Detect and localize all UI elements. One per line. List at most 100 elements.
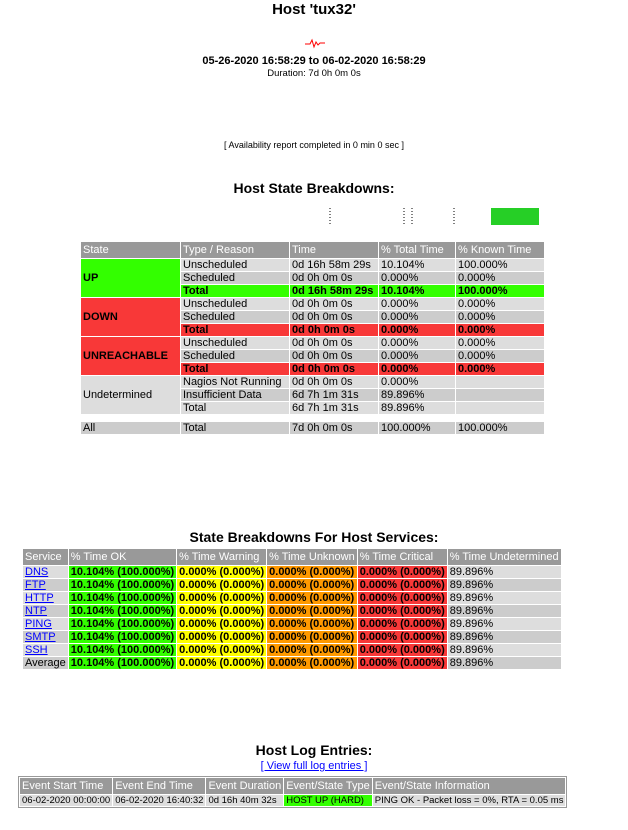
table-cell: HOST UP (HARD): [284, 795, 372, 806]
table-cell: 0.000% (0.000%): [267, 605, 357, 617]
table-cell: 0.000%: [379, 337, 455, 349]
table-cell: 06-02-2020 16:40:32: [113, 795, 206, 806]
report-duration: Duration: 7d 0h 0m 0s: [267, 68, 361, 79]
table-cell: 0d 0h 0m 0s: [290, 376, 378, 388]
table-cell: FTP: [23, 579, 68, 591]
table-cell: [456, 376, 544, 388]
table-cell: 10.104% (100.000%): [68, 657, 177, 669]
table-cell: 89.896%: [447, 631, 561, 643]
table-cell: 10.104% (100.000%): [68, 579, 177, 591]
column-header: % Time Unknown: [267, 549, 357, 565]
table-cell: 0.000%: [456, 363, 544, 375]
table-cell: 0.000% (0.000%): [267, 618, 357, 630]
table-cell: 0.000%: [379, 298, 455, 310]
table-cell: 0.000% (0.000%): [357, 566, 447, 578]
table-cell: 0d 16h 58m 29s: [290, 259, 378, 271]
table-cell: Unscheduled: [181, 298, 289, 310]
table-cell: Average: [23, 657, 68, 669]
table-cell: SSH: [23, 644, 68, 656]
table-cell: 89.896%: [447, 657, 561, 669]
services-table: Service % Time OK % Time Warning % Time …: [22, 548, 562, 670]
table-cell: 0.000% (0.000%): [177, 618, 267, 630]
table-cell: 0.000% (0.000%): [357, 592, 447, 604]
log-row: 06-02-2020 00:00:00 06-02-2020 16:40:32 …: [20, 795, 566, 806]
table-cell: 0.000%: [456, 272, 544, 284]
state-unreachable: UNREACHABLE: [81, 337, 180, 375]
table-cell: 0.000%: [456, 337, 544, 349]
log-heading: Host Log Entries:: [255, 742, 373, 758]
average-row: Average 10.104% (100.000%) 0.000% (0.000…: [23, 657, 561, 669]
table-cell: 0.000% (0.000%): [267, 592, 357, 604]
column-header: Service: [23, 549, 68, 565]
table-cell: 100.000%: [379, 422, 455, 434]
table-cell: NTP: [23, 605, 68, 617]
service-link[interactable]: SSH: [25, 644, 48, 656]
table-cell: Total: [181, 402, 289, 414]
table-cell: 89.896%: [447, 605, 561, 617]
column-header: Type / Reason: [181, 242, 289, 258]
table-cell: 0.000%: [379, 350, 455, 362]
table-cell: 0.000%: [456, 298, 544, 310]
table-cell: 0.000% (0.000%): [177, 605, 267, 617]
table-cell: Total: [181, 324, 289, 336]
table-cell: 0d 0h 0m 0s: [290, 311, 378, 323]
table-cell: 0.000% (0.000%): [267, 566, 357, 578]
table-cell: 89.896%: [447, 592, 561, 604]
table-cell: 0.000% (0.000%): [267, 644, 357, 656]
table-cell: Total: [181, 363, 289, 375]
table-cell: 0d 0h 0m 0s: [290, 324, 378, 336]
service-link[interactable]: SMTP: [25, 631, 56, 643]
column-header: % Time Critical: [357, 549, 447, 565]
table-cell: 0d 0h 0m 0s: [290, 363, 378, 375]
table-cell: 0.000% (0.000%): [357, 631, 447, 643]
service-row: SMTP 10.104% (100.000%) 0.000% (0.000%) 0.0…: [23, 631, 561, 643]
view-full-log-link[interactable]: [ View full log entries ]: [260, 760, 368, 772]
table-cell: 100.000%: [456, 422, 544, 434]
table-cell: 0.000% (0.000%): [357, 657, 447, 669]
up-legend-bar: [491, 208, 539, 225]
table-cell: 0.000%: [456, 350, 544, 362]
services-heading: State Breakdowns For Host Services:: [189, 529, 439, 545]
state-down: DOWN: [81, 298, 180, 336]
table-cell: All: [81, 422, 180, 434]
table-cell: 0.000%: [379, 311, 455, 323]
service-row: HTTP 10.104% (100.000%) 0.000% (0.000%) 0.0…: [23, 592, 561, 604]
table-cell: 0.000% (0.000%): [177, 592, 267, 604]
table-cell: [456, 402, 544, 414]
service-link[interactable]: NTP: [25, 605, 47, 617]
table-cell: PING OK - Packet loss = 0%, RTA = 0.05 m…: [372, 795, 566, 806]
table-cell: 89.896%: [379, 402, 455, 414]
column-header: State: [81, 242, 180, 258]
service-link[interactable]: FTP: [25, 579, 46, 591]
table-cell: 0.000% (0.000%): [357, 579, 447, 591]
table-header-row: Event Start Time Event End Time Event Du…: [20, 778, 566, 794]
table-cell: 0.000% (0.000%): [177, 657, 267, 669]
table-cell: 7d 0h 0m 0s: [290, 422, 378, 434]
table-cell: 0.000% (0.000%): [267, 579, 357, 591]
service-link[interactable]: HTTP: [25, 592, 54, 604]
table-cell: Unscheduled: [181, 259, 289, 271]
table-cell: 10.104%: [379, 285, 455, 297]
report-range: 05-26-2020 16:58:29 to 06-02-2020 16:58:…: [202, 55, 426, 67]
table-cell: 0.000% (0.000%): [267, 657, 357, 669]
table-cell: PING: [23, 618, 68, 630]
column-header: % Time Undetermined: [447, 549, 561, 565]
table-cell: 10.104%: [379, 259, 455, 271]
service-link[interactable]: DNS: [25, 566, 49, 578]
table-cell: 89.896%: [447, 566, 561, 578]
table-cell: 0d 0h 0m 0s: [290, 272, 378, 284]
table-cell: 0d 0h 0m 0s: [290, 298, 378, 310]
service-link[interactable]: PING: [25, 618, 52, 630]
service-row: SSH 10.104% (100.000%) 0.000% (0.000%) 0.00…: [23, 644, 561, 656]
availability-note: [ Availability report completed in 0 min…: [224, 140, 404, 150]
table-cell: HTTP: [23, 592, 68, 604]
page-title: Host 'tux32': [272, 1, 356, 18]
table-header-row: Service % Time OK % Time Warning % Time …: [23, 549, 561, 565]
table-cell: 06-02-2020 00:00:00: [20, 795, 113, 806]
table-cell: 0.000% (0.000%): [177, 644, 267, 656]
table-cell: 0d 16h 40m 32s: [206, 795, 284, 806]
table-cell: 0.000% (0.000%): [177, 566, 267, 578]
trend-legend-markers: [329, 208, 455, 224]
table-cell: 0.000% (0.000%): [357, 644, 447, 656]
table-cell: 100.000%: [456, 285, 544, 297]
